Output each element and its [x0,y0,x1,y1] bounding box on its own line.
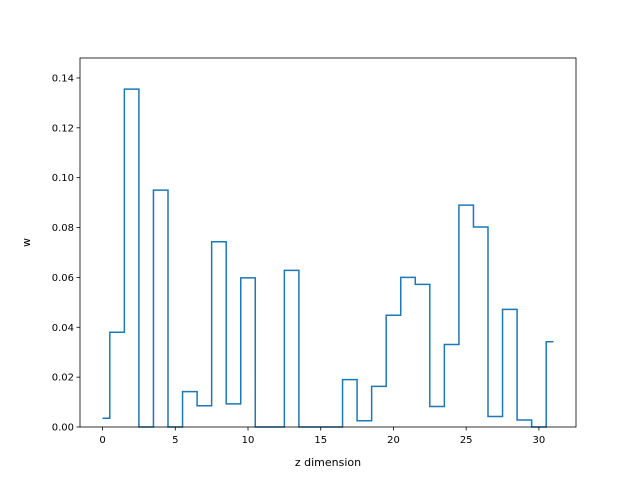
x-tick-label: 10 [242,435,255,446]
x-axis-ticks: 0 5 10 15 20 25 30 [99,427,545,446]
y-tick-label: 0.10 [52,173,74,184]
x-tick-label: 15 [314,435,327,446]
y-tick-label: 0.00 [52,423,74,434]
axes-frame [79,57,577,428]
y-tick-label: 0.02 [52,373,74,384]
y-axis-ticks: 0.00 0.02 0.04 0.06 0.08 0.10 0.12 0.14 [52,73,80,434]
plot-area [102,88,554,428]
x-tick-label: 30 [533,435,546,446]
y-tick-label: 0.06 [52,273,74,284]
y-tick-label: 0.12 [52,123,74,134]
x-axis-label: z dimension [295,456,361,469]
x-tick-label: 5 [172,435,178,446]
y-tick-label: 0.14 [52,73,74,84]
y-tick-label: 0.08 [52,223,74,234]
x-tick-label: 0 [99,435,105,446]
y-tick-label: 0.04 [52,323,74,334]
series-step-line [102,88,554,428]
x-tick-label: 20 [387,435,400,446]
y-axis-label: w [20,238,33,247]
x-tick-label: 25 [460,435,473,446]
